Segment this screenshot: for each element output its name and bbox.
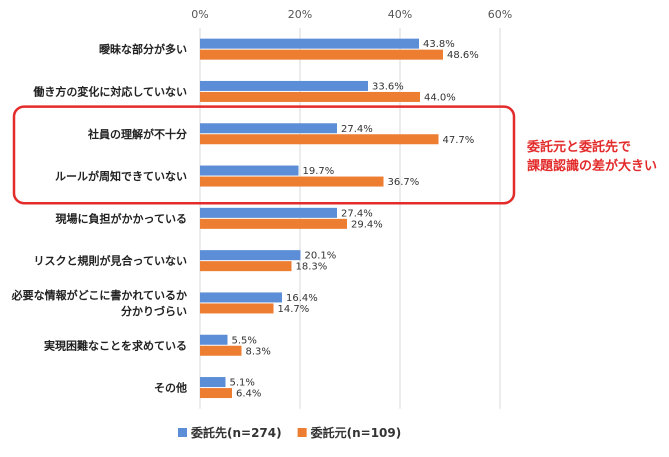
data-label: 43.8% bbox=[423, 39, 455, 50]
category-label: 働き方の変化に対応していない bbox=[32, 84, 187, 98]
category-label: 必要な情報がどこに書かれているか bbox=[11, 288, 187, 302]
x-tick-label: 40% bbox=[388, 8, 412, 21]
category-label: 実現困難なことを求めている bbox=[44, 338, 187, 352]
callout-text: 課題認識の差が大きい bbox=[527, 158, 657, 174]
bar bbox=[200, 292, 282, 303]
bar bbox=[200, 49, 443, 60]
data-label: 5.5% bbox=[232, 335, 257, 346]
bar bbox=[200, 134, 439, 145]
data-label: 5.1% bbox=[230, 378, 255, 389]
bar bbox=[200, 176, 384, 187]
bar bbox=[200, 165, 299, 176]
data-label: 6.4% bbox=[236, 389, 261, 400]
data-label: 33.6% bbox=[372, 81, 404, 92]
legend-label: 委託元(n=109) bbox=[310, 425, 402, 440]
bar bbox=[200, 261, 292, 272]
bar bbox=[200, 218, 347, 229]
data-label: 19.7% bbox=[303, 166, 335, 177]
x-tick-label: 0% bbox=[191, 8, 208, 21]
data-label: 16.4% bbox=[286, 293, 318, 304]
category-label: 分かりづらい bbox=[121, 304, 187, 318]
bar bbox=[200, 207, 337, 218]
data-label: 47.7% bbox=[443, 135, 475, 146]
legend-label: 委託先(n=274) bbox=[190, 425, 282, 440]
category-label: リスクと規則が見合っていない bbox=[34, 254, 187, 268]
x-tick-label: 60% bbox=[488, 8, 512, 21]
bar bbox=[200, 377, 226, 388]
data-label: 14.7% bbox=[278, 304, 310, 315]
data-label: 36.7% bbox=[388, 177, 420, 188]
x-tick-label: 20% bbox=[288, 8, 312, 21]
legend-swatch bbox=[178, 428, 187, 437]
data-label: 27.4% bbox=[341, 124, 373, 135]
category-label: 社員の理解が不十分 bbox=[87, 127, 187, 141]
bar bbox=[200, 91, 420, 102]
bar bbox=[200, 38, 419, 49]
highlight-box bbox=[12, 105, 516, 205]
x-axis-ticks: 0% 20% 40% 60% bbox=[191, 8, 512, 21]
category-label: その他 bbox=[154, 381, 187, 395]
bar bbox=[200, 80, 368, 91]
legend-swatch bbox=[297, 428, 307, 437]
bars bbox=[200, 38, 443, 399]
data-label: 27.4% bbox=[341, 208, 373, 219]
bar bbox=[200, 123, 337, 134]
category-label: 現場に負担がかかっている bbox=[56, 211, 187, 225]
data-label: 18.3% bbox=[296, 262, 328, 273]
bar bbox=[200, 303, 274, 314]
category-label: 曖昧な部分が多い bbox=[99, 42, 187, 56]
bar bbox=[200, 345, 242, 356]
bar bbox=[200, 388, 232, 399]
data-label: 48.6% bbox=[447, 50, 479, 61]
data-label: 8.3% bbox=[246, 346, 271, 357]
callout-text: 委託元と委託先で bbox=[526, 139, 631, 155]
data-label: 20.1% bbox=[305, 251, 337, 262]
category-labels: 曖昧な部分が多い働き方の変化に対応していない社員の理解が不十分ルールが周知できて… bbox=[11, 42, 187, 394]
data-label: 29.4% bbox=[351, 219, 383, 230]
bar bbox=[200, 250, 301, 261]
bar bbox=[200, 334, 228, 345]
data-label: 44.0% bbox=[424, 92, 456, 103]
data-labels: 43.8%48.6% 33.6% 44.0% 27.4% 47.7% 19.7% 36.7%… bbox=[230, 39, 479, 399]
gridlines bbox=[199, 28, 501, 409]
legend: 委託先(n=274) 委託元(n=109) bbox=[178, 425, 401, 440]
category-label: ルールが周知できていない bbox=[55, 169, 187, 183]
